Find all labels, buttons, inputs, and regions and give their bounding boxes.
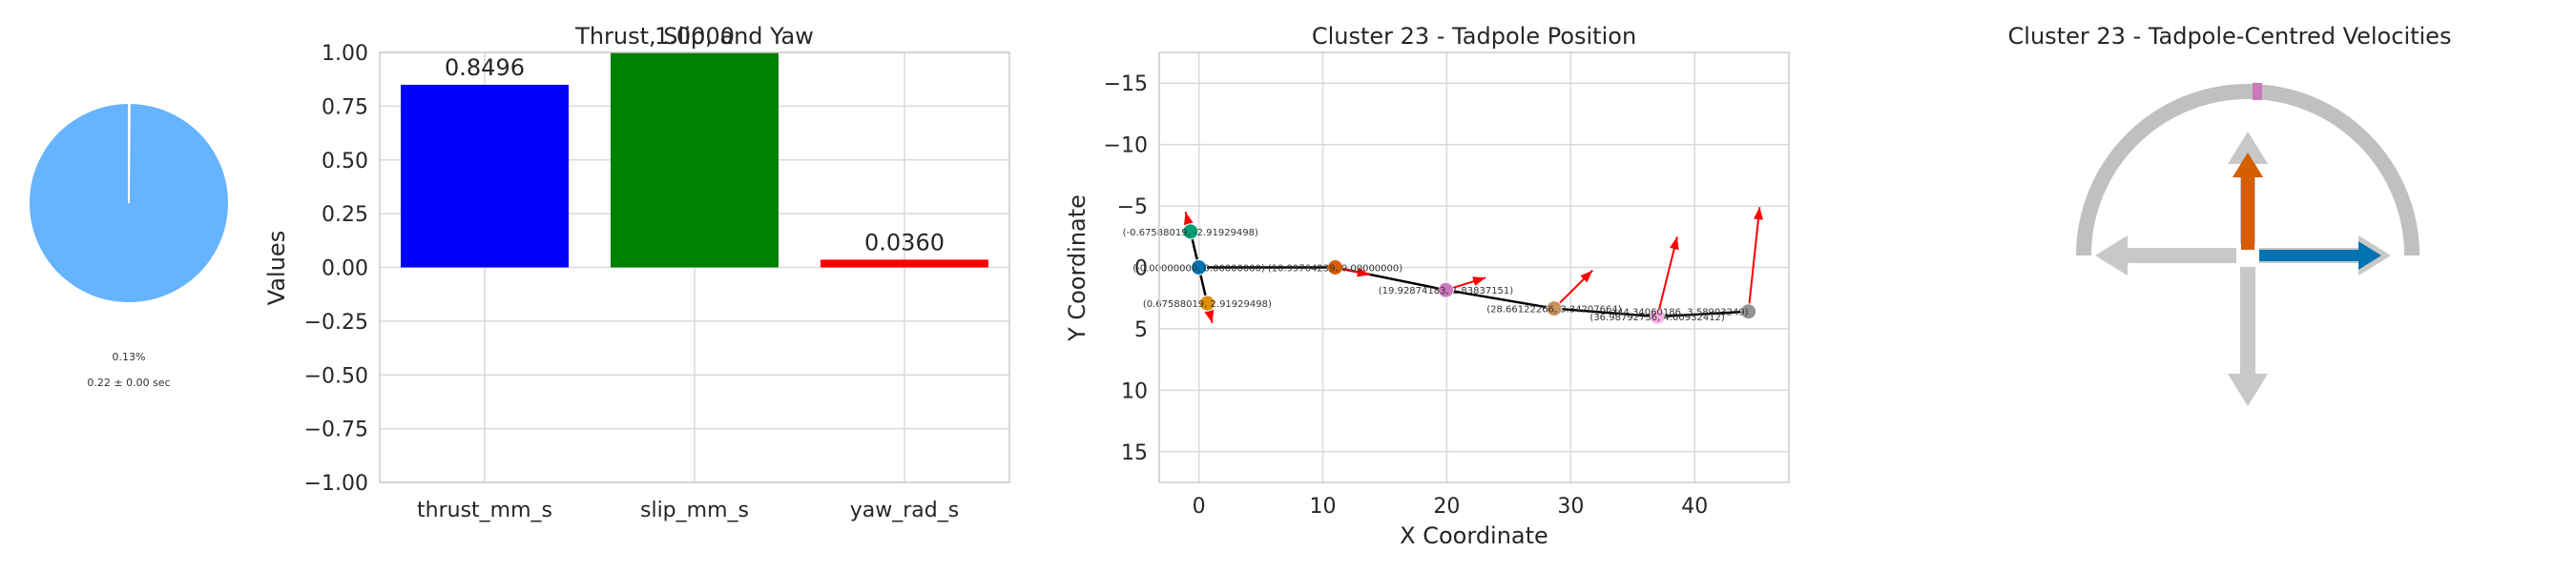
scatter-y-tick-label: 5 [1134,318,1148,342]
velocity-arrow-head [1580,270,1593,283]
bar-y-tick-label: 0.75 [322,95,368,119]
pie-duration-label: 0.22 ± 0.00 sec [87,377,170,389]
velocity-arrow-shaft [1747,207,1761,312]
reference-arrow-left-head [2095,235,2128,276]
scatter-point [1740,303,1757,320]
scatter-point-label: (-0.00000000, 0.00000000) [1132,264,1265,275]
scatter-point [1182,223,1199,240]
bar-y-tick-label: −0.25 [304,311,368,335]
slip-arrow-head [2358,241,2381,270]
reference-arrow-down-head [2227,374,2269,406]
pie-slice-1 [28,101,230,304]
bar-x-tick-labels: thrust_mm_s slip_mm_s yaw_rad_s [417,499,959,522]
bar-y-tick-label: 0.25 [322,203,368,227]
reference-arrow-up-head [2227,132,2269,164]
velocity-arrow-head [1472,276,1486,286]
scatter-y-tick-label: −15 [1104,72,1148,96]
scatter-y-tick-label: −5 [1117,195,1148,219]
scatter-point [1437,281,1454,298]
scatter-point [1198,295,1215,312]
bar-x-tick-label: slip_mm_s [640,499,749,522]
bar-value-label: 0.8496 [445,54,525,81]
bar-y-tick-label: −0.50 [304,364,368,388]
pie-chart [28,101,230,304]
scatter-point-label: (28.66122266, 3.34207664) [1486,305,1622,316]
bar-y-tick-label: 0.00 [322,257,368,281]
bar-x-tick-label: thrust_mm_s [417,499,552,522]
velocity-title: Cluster 23 - Tadpole-Centred Velocities [2008,23,2452,50]
velocity-diagram-panel: Cluster 23 - Tadpole-Centred Velocities [2008,23,2452,406]
velocity-arrow-head [1204,309,1215,323]
scatter-x-axis-label: X Coordinate [1400,522,1548,549]
scatter-point [1191,259,1208,276]
scatter-point-label: (36.98792736, 4.00932412) [1589,313,1725,323]
scatter-y-tick-label: 10 [1121,379,1148,403]
scatter-y-axis-label: Y Coordinate [1064,194,1091,342]
bar-value-labels: 0.8496 0.0360 [445,54,945,255]
scatter-point-labels: (-0.67588019, -2.91929498) (-0.00000000, … [1123,228,1749,323]
velocity-arrow-head [1357,267,1370,277]
scatter-plot-frame [1158,51,1790,483]
scatter-point [1546,300,1563,317]
scatter-x-tick-label: 40 [1681,495,1708,519]
velocity-arrow-head [1183,212,1194,226]
bar-y-tick-label: −1.00 [304,472,368,496]
bar-series [401,52,988,268]
bar-title: Thrust, Slip, and Yaw [574,23,814,50]
bar-yaw_rad_s [821,259,988,268]
bar-y-tick-label: −0.75 [304,419,368,442]
yaw-marker [2253,83,2262,100]
bar-thrust_mm_s [401,84,569,268]
scatter-panel: (-0.67588019, -2.91929498) (-0.00000000, … [1064,23,1790,549]
scatter-x-tick-label: 10 [1309,495,1336,519]
velocity-arc [2076,84,2420,256]
pie-panel: 0.13% 0.22 ± 0.00 sec [28,101,230,389]
velocity-diagram [2076,83,2420,406]
scatter-y-tick-label: 0 [1134,257,1148,281]
scatter-point-label: (19.92874183, 1.83837151) [1379,286,1514,296]
scatter-trajectory-line [1189,231,1749,318]
bar-slip_mm_s [611,52,779,268]
scatter-point [1326,259,1343,276]
bar-y-tick-labels: −1.00 −0.75 −0.50 −0.25 0.00 0.25 0.50 0.75 1.00 [304,42,368,496]
scatter-point-label: (10.99764239, 0.00000000) [1268,264,1403,275]
bar-x-tick-label: yaw_rad_s [850,499,959,522]
bar-y-tick-label: 1.00 [322,42,368,66]
scatter-point-label: (0.67588019, 2.91929498) [1143,299,1272,310]
scatter-y-tick-label: −10 [1104,134,1148,158]
scatter-x-tick-label: 20 [1433,495,1460,519]
scatter-point-label: (-0.67588019, -2.91929498) [1123,228,1258,238]
thrust-arrow-head [2232,153,2264,178]
scatter-x-tick-label: 30 [1557,495,1584,519]
velocity-arrow-shaft [1656,236,1678,317]
scatter-point [1649,308,1666,325]
velocity-arrow-head [1669,236,1679,251]
scatter-y-tick-label: 15 [1121,441,1148,465]
scatter-y-tick-labels: −15 −10 −5 0 5 10 15 [1104,72,1148,465]
scatter-points [1182,223,1757,325]
scatter-title: Cluster 23 - Tadpole Position [1312,23,1636,50]
bar-chart-panel: −1.00 −0.75 −0.50 −0.25 0.00 0.25 0.50 0.75 1.00… [263,23,1010,522]
pie-percent-label: 0.13% [113,351,146,363]
scatter-x-tick-label: 0 [1193,495,1206,519]
scatter-point-label: (44.34060186, 3.58903249) [1613,308,1749,318]
bar-y-axis-label: Values [263,231,290,305]
scatter-trajectory [1189,231,1749,318]
bar-y-tick-label: 0.50 [322,150,368,174]
bar-value-label-overlapping-title: 1.0000 [654,23,735,50]
scatter-x-tick-labels: 0 10 20 30 40 [1193,495,1709,519]
bar-plot-frame [379,51,1010,483]
velocity-arrow-head [1753,207,1763,220]
bar-value-label: 0.0360 [864,229,945,255]
